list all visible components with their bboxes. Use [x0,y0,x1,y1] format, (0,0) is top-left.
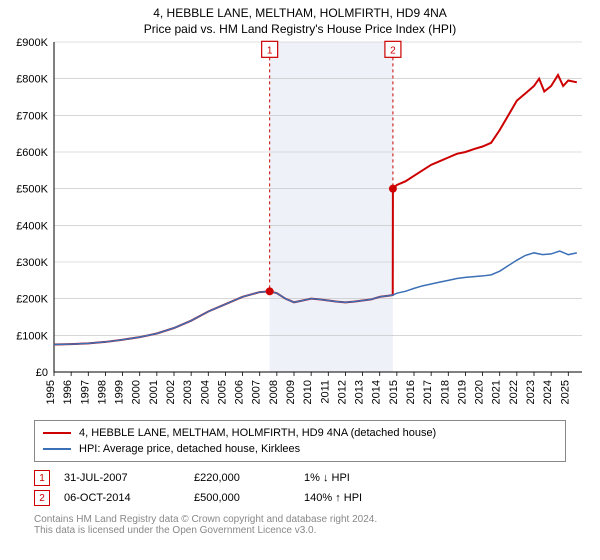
y-tick-label: £400K [16,220,48,232]
sale-delta: 140% ↑ HPI [304,492,362,504]
y-tick-label: £300K [16,257,48,269]
sale-date: 06-OCT-2014 [64,492,194,504]
x-tick-label: 2007 [251,380,263,404]
svg-text:1: 1 [267,45,273,56]
y-tick-label: £800K [16,74,48,86]
legend-swatch [43,432,71,434]
x-tick-label: 2018 [439,380,451,404]
sale-price: £500,000 [194,492,304,504]
legend-label: 4, HEBBLE LANE, MELTHAM, HOLMFIRTH, HD9 … [79,427,436,439]
x-tick-label: 2006 [234,380,246,404]
x-tick-label: 2002 [165,380,177,404]
sale-date: 31-JUL-2007 [64,472,194,484]
x-tick-label: 2015 [388,380,400,404]
sale-marker-box: 1 [34,470,50,486]
x-tick-label: 2003 [182,380,194,404]
legend-label: HPI: Average price, detached house, Kirk… [79,443,300,455]
chart-area: £0 £100K £200K £300K £400K £500K £600K £700K £80… [0,36,600,416]
chart-title-address: 4, HEBBLE LANE, MELTHAM, HOLMFIRTH, HD9 … [0,6,600,20]
line-chart: £0 £100K £200K £300K £400K £500K £600K £700K £80… [0,36,600,416]
x-tick-label: 2019 [456,380,468,404]
sale-row: 1 31-JUL-2007£220,0001% ↓ HPI [34,468,566,488]
x-tick-label: 2008 [268,380,280,404]
x-tick-label: 2025 [559,380,571,404]
x-tick-label: 1998 [96,380,108,404]
x-tick-label: 1997 [79,380,91,404]
y-tick-label: £500K [16,184,48,196]
x-tick-label: 2024 [542,380,554,404]
x-tick-label: 2012 [336,380,348,404]
x-tick-label: 2010 [302,380,314,404]
y-tick-label: £200K [16,294,48,306]
legend: 4, HEBBLE LANE, MELTHAM, HOLMFIRTH, HD9 … [34,420,566,462]
y-tick-label: £900K [16,37,48,49]
y-tick-label: £600K [16,147,48,159]
legend-item: 4, HEBBLE LANE, MELTHAM, HOLMFIRTH, HD9 … [43,425,557,441]
y-tick-label: £0 [36,367,48,379]
y-tick-label: £100K [16,330,48,342]
x-tick-label: 2013 [354,380,366,404]
x-tick-label: 2021 [491,380,503,404]
y-tick-label: £700K [16,110,48,122]
attribution-line2: This data is licensed under the Open Gov… [34,525,566,536]
x-tick-label: 2011 [319,380,331,404]
sale-price: £220,000 [194,472,304,484]
svg-text:2: 2 [390,45,396,56]
x-tick-label: 2014 [371,380,383,404]
sale-delta: 1% ↓ HPI [304,472,350,484]
attribution-line1: Contains HM Land Registry data © Crown c… [34,514,566,525]
x-tick-label: 2023 [525,380,537,404]
sale-point-1 [266,287,274,295]
legend-swatch [43,448,71,450]
chart-title-block: 4, HEBBLE LANE, MELTHAM, HOLMFIRTH, HD9 … [0,0,600,36]
x-tick-label: 2001 [148,380,160,404]
sales-table: 1 31-JUL-2007£220,0001% ↓ HPI 2 06-OCT-2014… [34,468,566,508]
x-tick-label: 2000 [131,380,143,404]
sale-row: 2 06-OCT-2014£500,000140% ↑ HPI [34,488,566,508]
attribution: Contains HM Land Registry data © Crown c… [34,514,566,536]
x-tick-label: 2017 [422,380,434,404]
x-tick-label: 1999 [114,380,126,404]
x-tick-label: 2009 [285,380,297,404]
x-tick-label: 1995 [45,380,57,404]
x-tick-label: 2022 [508,380,520,404]
sale-marker-box: 2 [34,490,50,506]
x-tick-label: 2004 [199,380,211,404]
x-tick-label: 2020 [474,380,486,404]
x-tick-label: 2005 [216,380,228,404]
sale-point-2 [389,185,397,193]
chart-title-sub: Price paid vs. HM Land Registry's House … [0,22,600,36]
x-tick-label: 1996 [62,380,74,404]
x-tick-label: 2016 [405,380,417,404]
legend-item: HPI: Average price, detached house, Kirk… [43,441,557,457]
